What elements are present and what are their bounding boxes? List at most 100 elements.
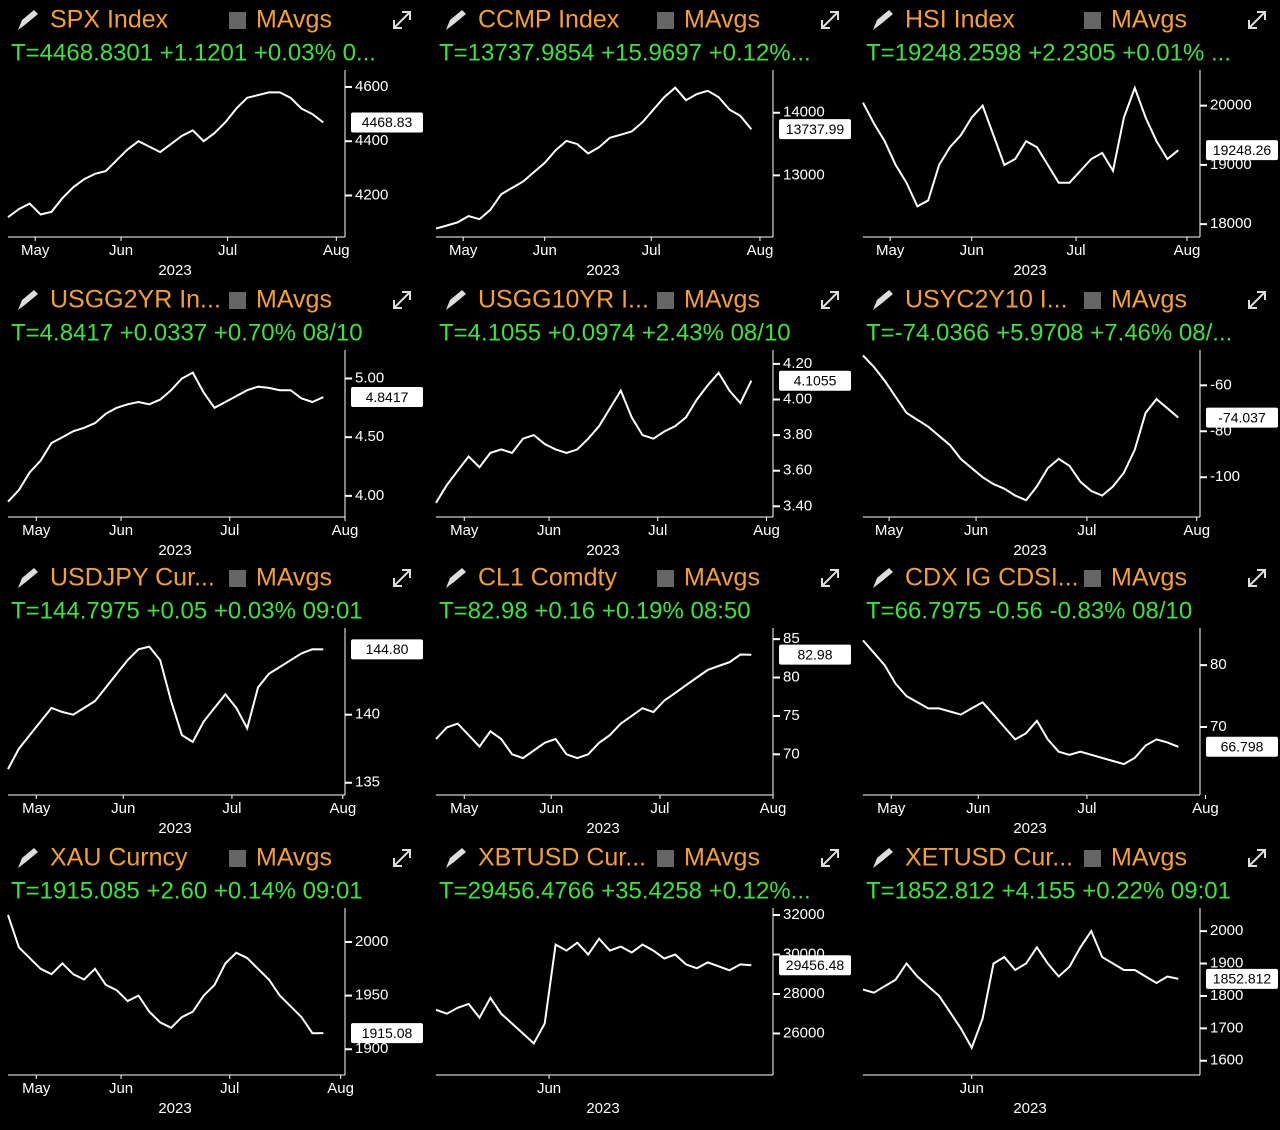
y-tick-label: 14000 bbox=[783, 104, 825, 121]
x-tick-label: Jul bbox=[220, 522, 239, 539]
toggle-box[interactable] bbox=[229, 850, 246, 867]
y-tick-label: 2000 bbox=[1210, 922, 1243, 939]
x-tick-label: Aug bbox=[1174, 242, 1201, 259]
toggle-label[interactable]: MAvgs bbox=[256, 6, 332, 34]
edit-icon[interactable] bbox=[873, 290, 893, 310]
panel-title: USGG10YR I... bbox=[478, 286, 649, 314]
chart-panel: XETUSD Cur... MAvgs T=1852.812 +4.155 +0.2… bbox=[862, 844, 1278, 1117]
edit-icon[interactable] bbox=[446, 568, 466, 588]
last-price-label: 82.98 bbox=[797, 646, 832, 662]
chart-panel: USGG10YR I... MAvgs T=4.1055 +0.0974 +2.43… bbox=[435, 286, 851, 559]
toggle-box[interactable] bbox=[1084, 570, 1101, 587]
x-tick-label: Jun bbox=[960, 1080, 984, 1097]
expand-icon[interactable] bbox=[1248, 291, 1266, 309]
price-line bbox=[7, 91, 324, 219]
edit-icon[interactable] bbox=[873, 848, 893, 868]
x-tick-label: Jul bbox=[218, 242, 237, 259]
quote-line: T=1915.085 +2.60 +0.14% 09:01 bbox=[11, 877, 363, 904]
toggle-box[interactable] bbox=[657, 292, 674, 309]
toggle-label[interactable]: MAvgs bbox=[256, 844, 332, 872]
y-tick-label: 75 bbox=[783, 707, 800, 724]
x-tick-label: Jun bbox=[539, 800, 563, 817]
x-tick-label: Jul bbox=[1077, 522, 1096, 539]
expand-icon[interactable] bbox=[821, 569, 839, 587]
toggle-box[interactable] bbox=[1084, 850, 1101, 867]
price-line bbox=[7, 645, 324, 770]
toggle-label[interactable]: MAvgs bbox=[684, 844, 760, 872]
price-line bbox=[7, 371, 324, 503]
x-axis-label: 2023 bbox=[1013, 1100, 1046, 1117]
price-line bbox=[435, 937, 752, 1045]
expand-icon[interactable] bbox=[393, 849, 411, 867]
toggle-label[interactable]: MAvgs bbox=[1111, 286, 1187, 314]
y-tick-label: 4400 bbox=[355, 132, 388, 149]
price-line bbox=[862, 84, 1179, 208]
toggle-box[interactable] bbox=[657, 570, 674, 587]
expand-icon[interactable] bbox=[1248, 569, 1266, 587]
x-tick-label: Jun bbox=[109, 242, 133, 259]
last-price-label: 4468.83 bbox=[362, 114, 413, 130]
expand-icon[interactable] bbox=[821, 291, 839, 309]
chart-panel: CL1 Comdty MAvgs T=82.98 +0.16 +0.19% 08:5… bbox=[435, 564, 851, 837]
edit-icon[interactable] bbox=[873, 568, 893, 588]
x-tick-label: May bbox=[449, 242, 478, 259]
toggle-box[interactable] bbox=[657, 850, 674, 867]
y-tick-label: 4.20 bbox=[783, 355, 812, 372]
last-price-flag bbox=[1206, 140, 1278, 161]
chart-panel: XAU Curncy MAvgs T=1915.085 +2.60 +0.14% 0… bbox=[7, 844, 423, 1117]
toggle-label[interactable]: MAvgs bbox=[1111, 564, 1187, 592]
last-price-label: 1915.08 bbox=[362, 1025, 413, 1041]
expand-icon[interactable] bbox=[821, 849, 839, 867]
toggle-box[interactable] bbox=[229, 12, 246, 29]
toggle-label[interactable]: MAvgs bbox=[256, 564, 332, 592]
x-tick-label: Jul bbox=[642, 242, 661, 259]
toggle-box[interactable] bbox=[229, 570, 246, 587]
edit-icon[interactable] bbox=[18, 568, 38, 588]
expand-icon[interactable] bbox=[1248, 11, 1266, 29]
toggle-box[interactable] bbox=[1084, 12, 1101, 29]
x-tick-label: Aug bbox=[329, 800, 356, 817]
expand-icon[interactable] bbox=[393, 291, 411, 309]
toggle-label[interactable]: MAvgs bbox=[1111, 6, 1187, 34]
last-price-label: 66.798 bbox=[1221, 738, 1264, 754]
toggle-label[interactable]: MAvgs bbox=[684, 6, 760, 34]
edit-icon[interactable] bbox=[446, 848, 466, 868]
quote-line: T=-74.0366 +5.9708 +7.46% 08/... bbox=[866, 319, 1232, 346]
toggle-label[interactable]: MAvgs bbox=[684, 286, 760, 314]
quote-line: T=82.98 +0.16 +0.19% 08:50 bbox=[439, 597, 751, 624]
x-tick-label: Aug bbox=[753, 522, 780, 539]
edit-icon[interactable] bbox=[18, 290, 38, 310]
price-line bbox=[7, 914, 324, 1035]
x-tick-label: Jul bbox=[220, 1080, 239, 1097]
y-tick-label: 4.00 bbox=[355, 487, 384, 504]
toggle-label[interactable]: MAvgs bbox=[684, 564, 760, 592]
panel-title: USDJPY Cur... bbox=[50, 564, 215, 592]
toggle-label[interactable]: MAvgs bbox=[256, 286, 332, 314]
panel-title: USGG2YR In... bbox=[50, 286, 221, 314]
toggle-label[interactable]: MAvgs bbox=[1111, 844, 1187, 872]
expand-icon[interactable] bbox=[393, 11, 411, 29]
edit-icon[interactable] bbox=[18, 10, 38, 30]
last-price-label: 13737.99 bbox=[786, 121, 845, 137]
expand-icon[interactable] bbox=[1248, 849, 1266, 867]
chart-panel: SPX Index MAvgs T=4468.8301 +1.1201 +0.03%… bbox=[7, 6, 423, 279]
panel-title: CL1 Comdty bbox=[478, 564, 617, 592]
edit-icon[interactable] bbox=[446, 10, 466, 30]
y-tick-label: 18000 bbox=[1210, 215, 1252, 232]
x-tick-label: Jul bbox=[1077, 800, 1096, 817]
toggle-box[interactable] bbox=[229, 292, 246, 309]
x-tick-label: Aug bbox=[327, 1080, 354, 1097]
edit-icon[interactable] bbox=[873, 10, 893, 30]
toggle-box[interactable] bbox=[657, 12, 674, 29]
last-price-label: 29456.48 bbox=[786, 957, 845, 973]
last-price-label: 4.1055 bbox=[794, 372, 837, 388]
edit-icon[interactable] bbox=[18, 848, 38, 868]
expand-icon[interactable] bbox=[393, 569, 411, 587]
expand-icon[interactable] bbox=[821, 11, 839, 29]
toggle-box[interactable] bbox=[1084, 292, 1101, 309]
last-price-flag bbox=[351, 387, 423, 408]
x-axis-label: 2023 bbox=[158, 542, 191, 559]
edit-icon[interactable] bbox=[446, 290, 466, 310]
